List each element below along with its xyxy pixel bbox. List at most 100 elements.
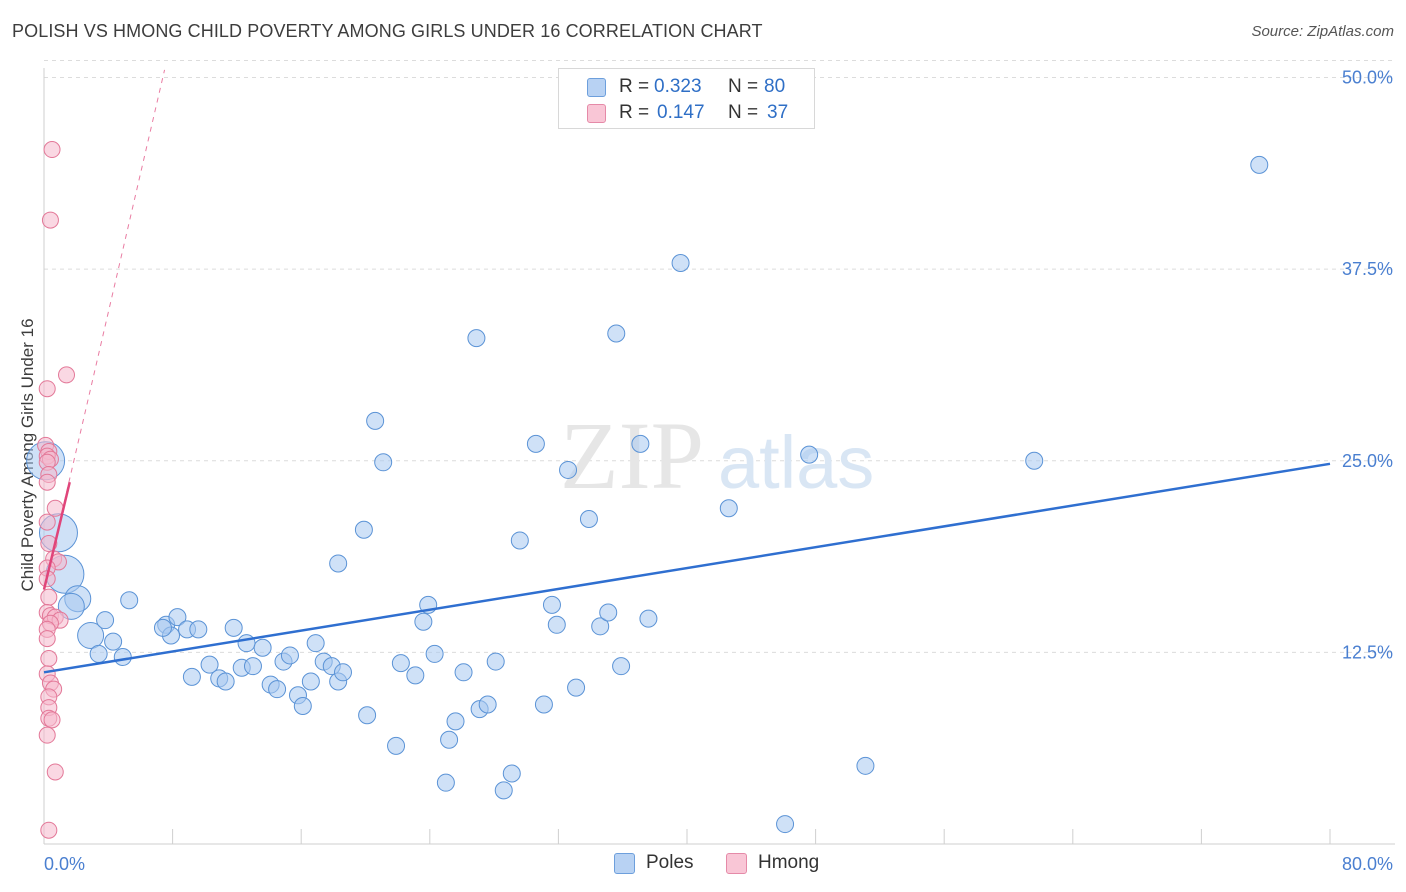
n-value: 37 [767, 102, 789, 123]
poles-point [526, 434, 545, 453]
chart-title: POLISH VS HMONG CHILD POVERTY AMONG GIRL… [12, 21, 763, 41]
poles-point [502, 764, 521, 783]
poles-point [547, 615, 566, 634]
poles-point [671, 253, 690, 272]
poles-point [268, 680, 287, 699]
hmong-legend-swatch [726, 853, 747, 874]
hmong-trend-line [42, 481, 71, 590]
poles-point [306, 634, 325, 653]
hmong-point [46, 763, 64, 781]
poles-legend-swatch [614, 853, 635, 874]
poles-point [200, 655, 219, 674]
x-tick-label: 0.0% [44, 854, 85, 874]
poles-point [446, 712, 465, 731]
poles-point [486, 652, 505, 671]
poles-point [280, 646, 299, 665]
poles-point [856, 756, 875, 775]
poles-point [358, 706, 377, 725]
poles-point [113, 647, 132, 666]
poles-point [467, 329, 486, 348]
poles-point [1250, 155, 1269, 174]
hmong-swatch [587, 104, 606, 123]
r-value: 0.323 [654, 76, 702, 97]
watermark-zip: ZIP [560, 402, 704, 509]
hmong-point [38, 473, 56, 491]
r-label: R = [619, 76, 650, 97]
poles-point [478, 695, 497, 714]
poles-point [542, 595, 561, 614]
poles-point [579, 510, 598, 529]
poles-point [77, 622, 105, 650]
hmong-point [43, 711, 61, 729]
poles-point [607, 324, 626, 343]
poles-swatch [587, 78, 606, 97]
poles-point [120, 591, 139, 610]
poles-point [333, 663, 352, 682]
poles-point [243, 657, 262, 676]
poles-point [57, 592, 85, 620]
hmong-point [40, 588, 58, 606]
poles-point [96, 611, 115, 630]
poles-point [168, 608, 187, 627]
poles-point [719, 499, 738, 518]
poles-point [189, 620, 208, 639]
poles-point [354, 520, 373, 539]
n-label: N = [728, 102, 759, 123]
poles-point [436, 773, 455, 792]
poles-point [599, 603, 618, 622]
poles-point [567, 678, 586, 697]
poles-point [293, 697, 312, 716]
hmong-point [43, 141, 61, 159]
poles-point [366, 411, 385, 430]
legend-label-poles: Poles [646, 852, 694, 873]
y-tick-label: 25.0% [1342, 451, 1393, 471]
poles-point [1025, 451, 1044, 470]
hmong-points [37, 141, 76, 839]
hmong-point [38, 513, 56, 531]
poles-points [26, 155, 1269, 834]
poles-point [591, 617, 610, 636]
legend-label-hmong: Hmong [758, 852, 820, 873]
poles-point [216, 672, 235, 691]
hmong-point [41, 211, 59, 229]
y-tick-label: 12.5% [1342, 642, 1393, 662]
hmong-point [38, 630, 56, 648]
poles-point [374, 453, 393, 472]
watermark: ZIP atlas [560, 402, 874, 509]
source-label: Source: ZipAtlas.com [1251, 23, 1394, 40]
poles-point [237, 634, 256, 653]
hmong-point [38, 380, 56, 398]
poles-point [406, 666, 425, 685]
poles-point [387, 736, 406, 755]
poles-point [89, 644, 108, 663]
poles-point [301, 672, 320, 691]
hmong-point [38, 726, 56, 744]
hmong-point [58, 366, 76, 384]
poles-point [776, 815, 795, 834]
poles-point [329, 554, 348, 573]
poles-point [639, 609, 658, 628]
hmong-point [40, 821, 58, 839]
poles-point [454, 663, 473, 682]
r-label: R = [619, 102, 650, 123]
stats-legend: R = 0.323 N = 80 R = 0.147 N = 37 [558, 68, 815, 129]
poles-point [534, 695, 553, 714]
poles-point [559, 460, 578, 479]
tick-labels: 12.5% 25.0% 37.5% 50.0% 0.0% 80.0% [44, 68, 1393, 875]
hmong-point [40, 650, 58, 668]
poles-trend-line [43, 462, 1331, 674]
poles-point [104, 632, 123, 651]
y-tick-label: 50.0% [1342, 68, 1393, 88]
trend-lines [42, 69, 1331, 674]
poles-point [425, 644, 444, 663]
x-tick-label: 80.0% [1342, 854, 1393, 874]
poles-point [510, 531, 529, 550]
poles-point [224, 618, 243, 637]
n-label: N = [728, 76, 759, 97]
poles-point [612, 657, 631, 676]
hmong-trend-extension [43, 69, 166, 590]
poles-point [494, 781, 513, 800]
poles-point [182, 667, 201, 686]
y-tick-label: 37.5% [1342, 259, 1393, 279]
